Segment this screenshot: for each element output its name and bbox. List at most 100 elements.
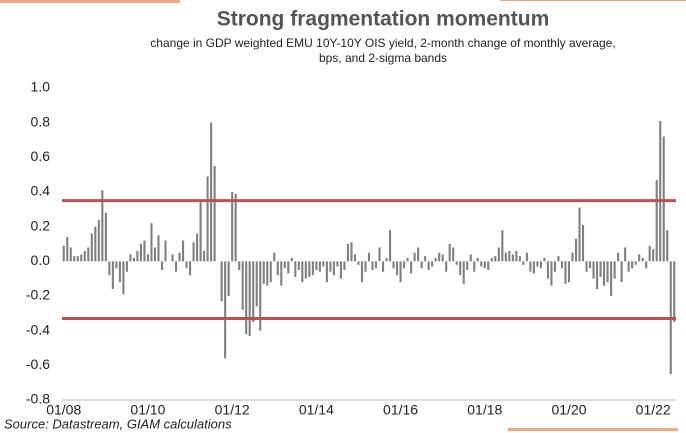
bar bbox=[259, 261, 262, 331]
bar bbox=[529, 261, 532, 272]
bar bbox=[87, 247, 90, 262]
bar bbox=[388, 230, 392, 262]
bar bbox=[115, 261, 118, 269]
bar bbox=[199, 202, 202, 262]
bar bbox=[220, 261, 223, 302]
bar bbox=[189, 261, 192, 276]
bar bbox=[104, 212, 107, 262]
bar bbox=[417, 247, 420, 262]
bar bbox=[297, 261, 300, 270]
bar bbox=[210, 122, 213, 262]
bar bbox=[129, 254, 132, 262]
bar bbox=[476, 257, 479, 262]
bar bbox=[655, 179, 658, 262]
bar bbox=[371, 261, 374, 270]
bar bbox=[550, 261, 553, 286]
bar bbox=[578, 207, 581, 262]
bar bbox=[224, 261, 227, 359]
bar bbox=[487, 261, 490, 270]
bar bbox=[494, 256, 497, 262]
bar bbox=[336, 261, 339, 267]
x-tick-label: 01/18 bbox=[467, 402, 502, 418]
bar bbox=[290, 257, 293, 262]
chart-title: Strong fragmentation momentum bbox=[217, 8, 550, 31]
bar bbox=[308, 261, 311, 277]
bar bbox=[76, 256, 79, 262]
bar bbox=[638, 254, 641, 262]
bar bbox=[357, 261, 360, 265]
bar bbox=[325, 261, 328, 283]
bar bbox=[673, 261, 676, 322]
bar bbox=[606, 261, 609, 283]
bar bbox=[118, 261, 121, 283]
bar bbox=[227, 261, 230, 296]
bar bbox=[627, 261, 630, 272]
bar bbox=[466, 261, 469, 270]
bar bbox=[97, 219, 100, 262]
bar bbox=[497, 247, 500, 262]
bar bbox=[438, 252, 441, 262]
bar bbox=[420, 261, 423, 269]
bar bbox=[178, 252, 181, 262]
bar bbox=[238, 261, 241, 270]
bar bbox=[553, 261, 557, 272]
bar bbox=[378, 247, 381, 262]
bar bbox=[262, 261, 265, 284]
bar bbox=[504, 252, 507, 262]
bar bbox=[441, 254, 444, 262]
bar bbox=[452, 247, 455, 262]
bar bbox=[666, 230, 669, 262]
bar bbox=[83, 250, 86, 262]
bar bbox=[146, 254, 150, 262]
bar bbox=[511, 254, 514, 262]
bar bbox=[508, 250, 511, 262]
bar bbox=[515, 250, 518, 262]
bar bbox=[125, 261, 128, 272]
bar bbox=[634, 261, 637, 265]
bar bbox=[501, 230, 504, 262]
y-tick-label: 0.6 bbox=[31, 148, 51, 164]
bar bbox=[73, 256, 76, 262]
bar bbox=[652, 249, 655, 262]
bar bbox=[248, 261, 251, 336]
bar bbox=[234, 193, 237, 262]
bar bbox=[522, 261, 525, 265]
bar bbox=[322, 261, 325, 267]
bar bbox=[610, 261, 613, 296]
y-tick-label: 0.8 bbox=[31, 113, 51, 129]
bar bbox=[346, 244, 350, 262]
bar bbox=[620, 261, 623, 283]
bar bbox=[255, 261, 258, 307]
bar bbox=[599, 261, 602, 277]
bar bbox=[536, 261, 539, 267]
bar bbox=[80, 254, 83, 262]
bar bbox=[617, 252, 620, 262]
bar bbox=[111, 261, 114, 290]
bar bbox=[596, 261, 599, 290]
bar bbox=[613, 261, 616, 279]
bar bbox=[157, 235, 160, 262]
bar bbox=[343, 261, 346, 270]
bar bbox=[108, 261, 111, 276]
bar bbox=[459, 261, 462, 276]
bar bbox=[473, 261, 476, 272]
bar bbox=[603, 261, 606, 286]
bar bbox=[143, 240, 146, 262]
bar bbox=[332, 261, 335, 276]
y-tick-label: -0.6 bbox=[26, 356, 50, 372]
bar bbox=[315, 261, 318, 270]
bar bbox=[329, 261, 332, 272]
bar bbox=[94, 226, 97, 262]
bar bbox=[645, 261, 648, 269]
bar bbox=[90, 233, 93, 262]
bar bbox=[245, 261, 248, 335]
bar bbox=[269, 261, 272, 283]
bar bbox=[231, 192, 234, 262]
bar bbox=[311, 261, 314, 276]
x-tick-label: 01/10 bbox=[130, 402, 165, 418]
bar bbox=[571, 252, 574, 262]
bar bbox=[283, 261, 286, 269]
bar bbox=[122, 261, 125, 295]
bar bbox=[280, 261, 283, 286]
bar bbox=[62, 245, 65, 262]
